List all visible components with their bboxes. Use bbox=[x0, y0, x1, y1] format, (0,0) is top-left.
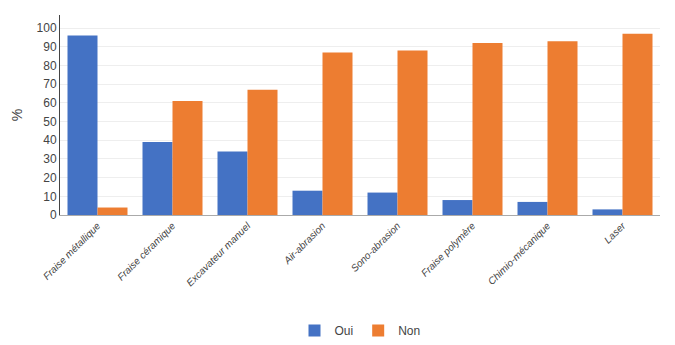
svg-text:60: 60 bbox=[43, 96, 57, 110]
svg-text:Laser: Laser bbox=[602, 220, 628, 246]
svg-text:70: 70 bbox=[43, 77, 57, 91]
svg-text:Excavateur manuel: Excavateur manuel bbox=[184, 220, 253, 289]
svg-text:Non: Non bbox=[398, 324, 420, 338]
svg-text:Fraise céramique: Fraise céramique bbox=[115, 220, 178, 283]
svg-text:Chimio-mécanique: Chimio-mécanique bbox=[486, 220, 553, 287]
svg-text:100: 100 bbox=[37, 21, 57, 35]
svg-text:Sono-abrasion: Sono-abrasion bbox=[349, 220, 403, 274]
svg-text:10: 10 bbox=[43, 190, 57, 204]
svg-text:50: 50 bbox=[43, 115, 57, 129]
svg-text:Air-abrasion: Air-abrasion bbox=[281, 220, 328, 267]
svg-text:20: 20 bbox=[43, 171, 57, 185]
svg-text:90: 90 bbox=[43, 40, 57, 54]
svg-text:Oui: Oui bbox=[335, 324, 354, 338]
svg-text:%: % bbox=[9, 109, 25, 121]
svg-text:0: 0 bbox=[50, 208, 57, 222]
svg-text:80: 80 bbox=[43, 59, 57, 73]
svg-text:Fraise métallique: Fraise métallique bbox=[41, 220, 103, 282]
svg-text:30: 30 bbox=[43, 152, 57, 166]
svg-text:40: 40 bbox=[43, 133, 57, 147]
svg-text:Fraise polymère: Fraise polymère bbox=[419, 220, 478, 279]
